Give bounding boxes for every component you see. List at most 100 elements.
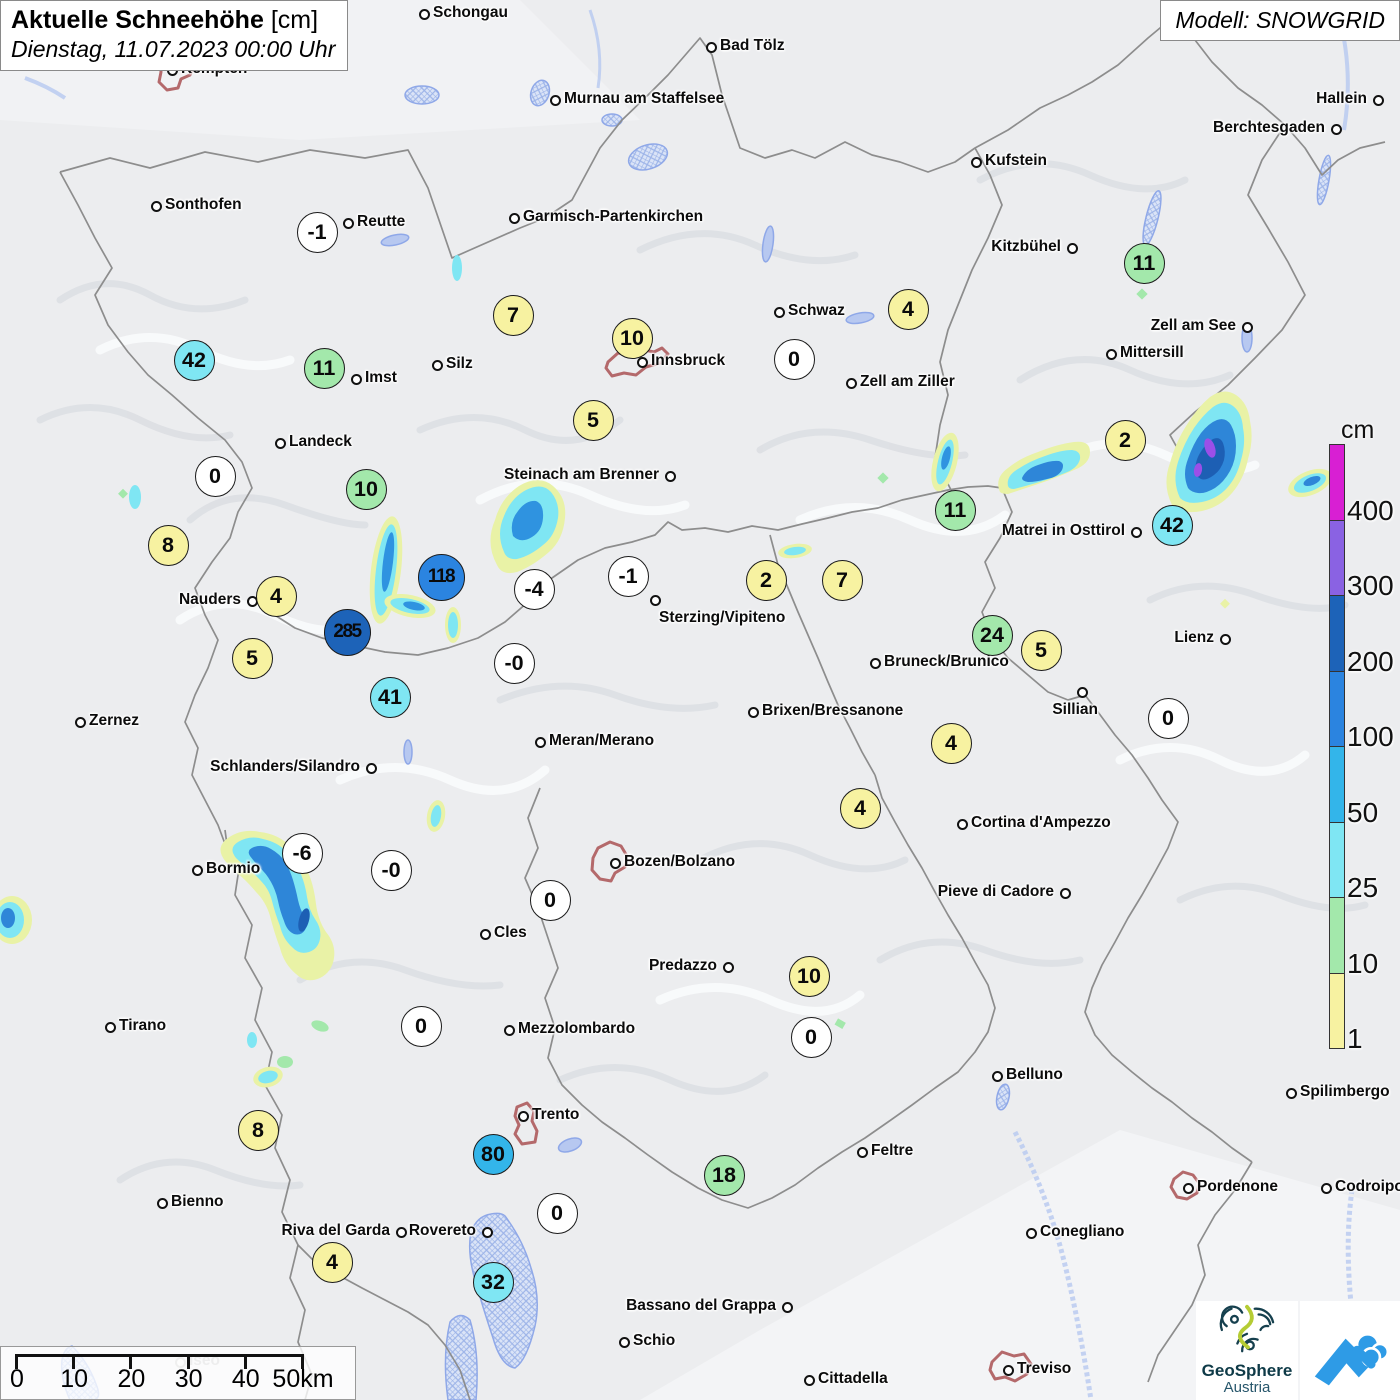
city-label: Innsbruck [651,352,726,369]
station-value-circle: 0 [536,1192,578,1234]
city-label: Kufstein [985,152,1047,169]
station-value-circle: 42 [173,339,215,381]
station-value-circle: 80 [472,1133,514,1175]
city-marker-icon [550,95,561,106]
title-text: Aktuelle Schneehöhe [11,6,264,34]
station-value-circle: 24 [971,614,1013,656]
city-marker-icon [1331,124,1342,135]
city-label: Rovereto [408,1222,476,1239]
city-marker-icon [105,1022,116,1033]
city-label: Feltre [871,1142,914,1159]
city-label: Mittersill [1120,344,1184,361]
legend-tick-400: 400 [1347,494,1394,526]
scale-tick-label: 10 [60,1365,89,1393]
station-value-circle: 0 [1147,697,1189,739]
city-marker-icon [535,737,546,748]
scale-bar: 0 10 20 30 40 50km [0,1346,356,1400]
station-value-circle: 2 [745,559,787,601]
legend-band-50-100 [1329,746,1345,823]
city-label: Bassano del Grappa [626,1297,776,1314]
legend-band-1-10 [1329,972,1345,1049]
station-value-circle: 11 [303,347,345,389]
station-value-circle: -1 [607,555,649,597]
scale-tick [129,1354,133,1369]
station-value-circle: 18 [703,1154,745,1196]
city-label: Pordenone [1197,1178,1278,1195]
station-value-circle: -0 [370,849,412,891]
legend-tick-100: 100 [1347,721,1394,752]
city-label: Predazzo [648,957,717,974]
city-label: Riva del Garda [281,1222,390,1239]
station-value-circle: 8 [237,1109,279,1151]
legend-tick-10: 10 [1347,947,1379,979]
city-label: Schio [633,1332,676,1349]
city-marker-icon [992,1071,1003,1082]
city-marker-icon [1220,634,1231,645]
geosphere-contour-icon [1219,1304,1275,1353]
station-value-circle: 32 [472,1261,514,1303]
city-marker-icon [857,1147,868,1158]
city-label: Bienno [171,1193,224,1210]
scale-tick-label: 40 [231,1365,260,1393]
station-value-circle: 0 [400,1005,442,1047]
city-marker-icon [509,213,520,224]
city-marker-icon [650,595,661,606]
city-label: Schlanders/Silandro [210,758,360,775]
city-marker-icon [774,307,785,318]
city-label: Murnau am Staffelsee [564,90,725,107]
station-value-circle: 118 [417,553,465,601]
city-label: Belluno [1006,1066,1063,1083]
city-label: Matrei in Osttirol [1001,522,1125,539]
station-value-circle: 0 [529,879,571,921]
station-value-circle: 5 [572,399,614,441]
city-marker-icon [610,858,621,869]
city-label: Bad Tölz [720,37,785,54]
city-marker-icon [870,658,881,669]
scale-tick-label: 20 [117,1365,146,1393]
title-box: Aktuelle Schneehöhe [cm] Dienstag, 11.07… [0,0,349,71]
legend-tick-200: 200 [1347,645,1394,677]
station-value-circle: 41 [369,676,411,718]
station-value-circle: 4 [839,787,881,829]
station-value-circle: -4 [513,568,555,610]
legend-bands [1329,444,1345,1049]
station-value-circle: 11 [1123,242,1165,284]
city-marker-icon [957,819,968,830]
legend-tick-50: 50 [1347,796,1379,828]
station-value-circle: 10 [788,955,830,997]
city-label: Conegliano [1040,1223,1125,1240]
city-label: Spilimbergo [1300,1083,1390,1100]
scale-tick [243,1354,247,1369]
snow-cover [0,255,1332,1088]
city-label: Steinach am Brenner [503,466,659,483]
city-marker-icon [482,1227,493,1238]
city-label: Sonthofen [165,196,242,213]
geosphere-logo: GeoSphere Austria [1196,1301,1298,1400]
station-value-circle: 0 [194,455,236,497]
city-label: Hallein [1316,90,1367,107]
city-label: Cortina d'Ampezzo [971,814,1111,831]
city-label: Trento [532,1106,580,1123]
scale-tick [72,1354,76,1369]
station-value-circle: 5 [1020,629,1062,671]
station-value-circle: 0 [773,338,815,380]
city-label: Schwaz [788,302,845,319]
city-label: Schongau [433,4,508,21]
station-value-circle: 7 [821,559,863,601]
legend-band-300-400 [1329,519,1345,596]
station-value-circle: -0 [493,642,535,684]
city-label: Brixen/Bressanone [762,702,904,719]
city-label: Zernez [89,712,139,729]
station-value-circle: 10 [345,468,387,510]
city-marker-icon [480,929,491,940]
city-marker-icon [1321,1183,1332,1194]
city-label: Imst [365,369,397,386]
city-marker-icon [1067,243,1078,254]
scale-bar-line [15,1354,302,1357]
city-marker-icon [351,374,362,385]
city-marker-icon [619,1337,630,1348]
city-marker-icon [192,865,203,876]
station-value-circle: 0 [790,1016,832,1058]
city-marker-icon [1373,95,1384,106]
